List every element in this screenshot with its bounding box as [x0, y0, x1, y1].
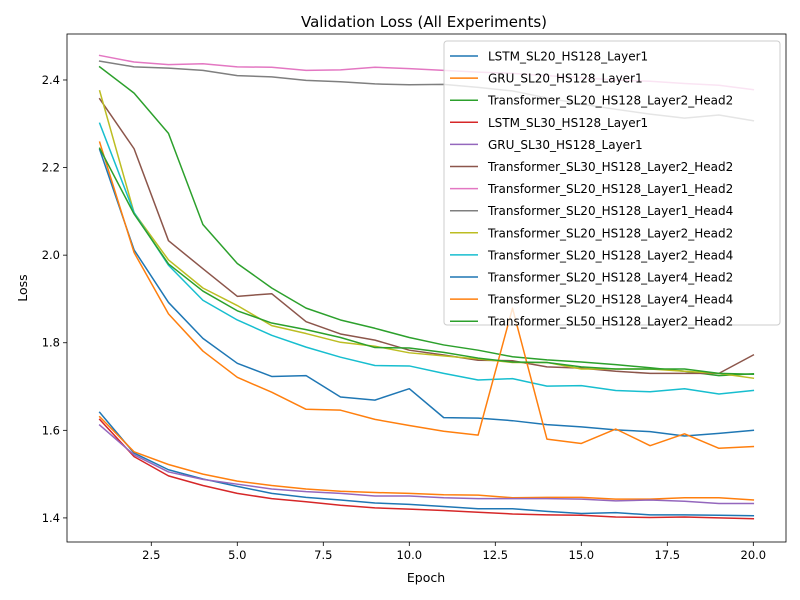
y-tick-label: 1.6	[42, 423, 60, 437]
y-tick-label: 1.4	[42, 511, 60, 525]
legend-entry: GRU_SL30_HS128_Layer1	[488, 138, 643, 152]
legend-entry: Transformer_SL50_HS128_Layer2_Head2	[487, 315, 733, 329]
legend-entry: GRU_SL20_HS128_Layer1	[488, 72, 643, 86]
legend-entry: Transformer_SL20_HS128_Layer2_Head2	[487, 226, 733, 240]
legend-entry: Transformer_SL20_HS128_Layer4_Head4	[487, 293, 733, 307]
y-tick-label: 2.2	[42, 161, 60, 175]
x-tick-label: 2.5	[142, 548, 160, 562]
series-line-2	[98, 415, 755, 501]
x-tick-label: 5.0	[228, 548, 246, 562]
y-tick-label: 2.0	[42, 248, 60, 262]
legend-entry: Transformer_SL20_HS128_Layer2_Head4	[487, 248, 733, 262]
legend-box	[443, 40, 781, 326]
legend-entry: Transformer_SL20_HS128_Layer4_Head2	[487, 271, 733, 285]
series-line-4	[98, 418, 755, 520]
legend-entry: LSTM_SL30_HS128_Layer1	[488, 116, 648, 130]
series-line-3	[98, 65, 755, 377]
y-tick-label: 2.4	[42, 73, 60, 87]
legend-entry: Transformer_SL20_HS128_Layer1_Head2	[487, 182, 733, 196]
x-tick-label: 7.5	[314, 548, 332, 562]
series-line-6	[98, 97, 755, 375]
x-tick-label: 20.0	[741, 548, 767, 562]
x-tick-label: 12.5	[482, 548, 508, 562]
y-axis-label: Loss	[15, 274, 30, 301]
x-axis-label: Epoch	[407, 570, 445, 585]
x-axis-ticks: 2.5 5.0 7.5 10.0 12.5 15.0 17.5 20.0	[142, 542, 766, 562]
series-line-12	[98, 141, 755, 450]
y-tick-label: 1.8	[42, 336, 60, 350]
legend-entry: Transformer_SL20_HS128_Layer1_Head4	[487, 204, 733, 218]
x-tick-label: 10.0	[396, 548, 422, 562]
plot-frame	[66, 33, 787, 543]
x-tick-label: 15.0	[569, 548, 595, 562]
series-line-13	[98, 147, 755, 376]
legend-entry: Transformer_SL20_HS128_Layer2_Head2	[487, 94, 733, 108]
chart-title: Validation Loss (All Experiments)	[301, 13, 547, 31]
plot-lines	[98, 54, 755, 520]
series-line-11	[98, 148, 755, 437]
legend-entry: LSTM_SL20_HS128_Layer1	[488, 50, 648, 64]
legend: LSTM_SL20_HS128_Layer1 GRU_SL20_HS128_Lay…	[443, 40, 781, 329]
series-line-5	[98, 424, 755, 505]
x-tick-label: 17.5	[655, 548, 681, 562]
legend-entry: Transformer_SL30_HS128_Layer2_Head2	[487, 160, 733, 174]
y-axis-ticks: 1.4 1.6 1.8 2.0 2.2 2.4	[42, 73, 67, 525]
series-line-10	[98, 122, 755, 395]
